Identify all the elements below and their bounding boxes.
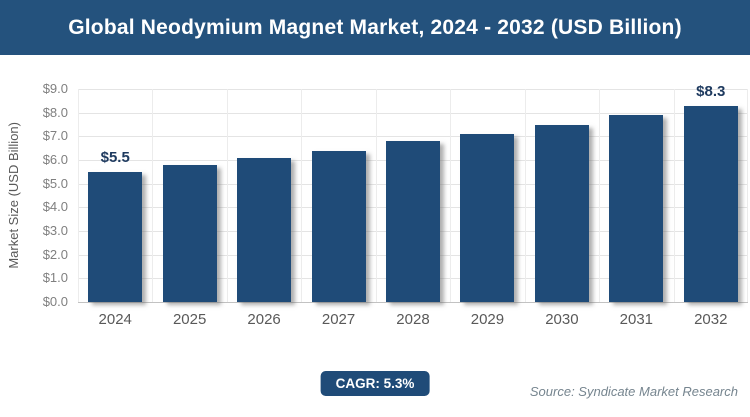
source-note: Source: Syndicate Market Research <box>529 384 738 399</box>
h-gridline <box>78 89 748 90</box>
chart-region: Market Size (USD Billion) $5.5 $8.3 $9.0 $… <box>0 55 750 345</box>
y-tick-label: $1.0 <box>42 270 68 286</box>
v-gridline <box>226 89 228 302</box>
bar-2024 <box>88 171 143 302</box>
x-tick-label: 2025 <box>172 311 207 328</box>
x-tick-label: 2030 <box>545 311 579 328</box>
h-gridline <box>78 302 748 303</box>
v-gridline <box>747 89 748 302</box>
h-gridline <box>78 112 748 114</box>
y-tick-label: $5.0 <box>42 175 68 191</box>
v-gridline <box>673 89 675 302</box>
x-tick-label: 2026 <box>247 311 281 328</box>
y-tick-label: $8.0 <box>42 104 68 120</box>
x-tick-label: 2032 <box>694 311 728 328</box>
y-tick-label: $0.0 <box>42 294 68 309</box>
bar-value-label: $8.3 <box>696 82 726 100</box>
plot-area: $5.5 $8.3 <box>78 83 748 303</box>
y-tick-label: $7.0 <box>42 128 68 144</box>
x-tick-label: 2028 <box>396 311 430 328</box>
bar-2029 <box>460 133 515 302</box>
chart-title: Global Neodymium Magnet Market, 2024 - 2… <box>68 15 682 39</box>
bar-2030 <box>534 124 589 302</box>
y-tick-label: $4.0 <box>42 199 68 215</box>
bar-value-label: $5.5 <box>100 148 130 166</box>
v-gridline <box>599 89 601 302</box>
v-gridline <box>524 89 526 302</box>
y-tick-label: $3.0 <box>42 223 68 238</box>
x-tick-label: 2029 <box>470 311 505 328</box>
v-gridline <box>78 89 79 302</box>
v-gridline <box>152 89 154 302</box>
v-gridline <box>450 89 452 302</box>
cagr-badge: CAGR: 5.3% <box>320 371 430 396</box>
y-tick-label: $9.0 <box>42 81 68 96</box>
y-tick-label: $2.0 <box>42 246 68 262</box>
x-tick-label: 2024 <box>98 311 132 328</box>
bar-2025 <box>162 164 217 302</box>
h-gridline <box>78 136 748 138</box>
bar-2028 <box>386 141 440 302</box>
bar-2031 <box>609 115 664 302</box>
chart-title-bar: Global Neodymium Magnet Market, 2024 - 2… <box>0 0 750 55</box>
bar-2032 <box>683 105 738 302</box>
v-gridline <box>375 89 377 302</box>
bar-2027 <box>311 150 366 302</box>
x-tick-label: 2027 <box>321 311 356 328</box>
v-gridline <box>301 89 303 302</box>
x-tick-label: 2031 <box>619 311 654 328</box>
y-tick-label: $6.0 <box>42 152 68 167</box>
bar-2026 <box>237 157 292 302</box>
